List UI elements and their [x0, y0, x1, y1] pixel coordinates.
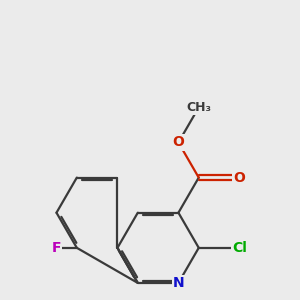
Text: CH₃: CH₃ [186, 101, 211, 114]
Text: F: F [52, 241, 61, 255]
Text: N: N [172, 276, 184, 290]
Text: Cl: Cl [232, 241, 247, 255]
Text: O: O [172, 136, 184, 149]
Text: O: O [233, 171, 245, 184]
